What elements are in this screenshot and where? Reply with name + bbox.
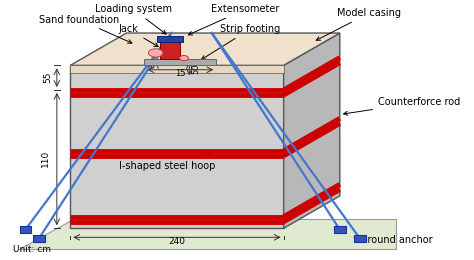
Bar [334,226,346,233]
Text: Ground anchor: Ground anchor [354,235,433,245]
Bar [145,59,216,65]
Text: Jack: Jack [119,24,158,47]
Bar [33,235,45,242]
Text: Counterforce rod: Counterforce rod [344,98,460,115]
Text: Extensometer: Extensometer [188,4,280,35]
Bar [354,235,366,242]
Text: Loading system: Loading system [95,4,172,34]
Polygon shape [18,219,396,249]
Polygon shape [70,65,283,228]
Text: 55: 55 [43,72,52,83]
Bar [160,42,180,59]
Text: Model casing: Model casing [316,8,401,40]
Text: 110: 110 [41,150,50,167]
Text: 50: 50 [191,63,201,74]
Circle shape [180,56,189,61]
Text: 240: 240 [168,237,185,246]
Text: Strip footing: Strip footing [201,24,280,60]
Circle shape [148,49,163,57]
Polygon shape [70,33,340,65]
Text: I-shaped steel hoop: I-shaped steel hoop [118,151,215,171]
Text: Sand foundation: Sand foundation [39,15,132,43]
Bar [19,226,31,233]
Text: 30: 30 [146,57,155,68]
Polygon shape [70,65,283,73]
Text: 15: 15 [175,69,186,77]
Bar [157,36,183,42]
Text: Unit: cm: Unit: cm [13,245,51,254]
Polygon shape [283,33,340,228]
